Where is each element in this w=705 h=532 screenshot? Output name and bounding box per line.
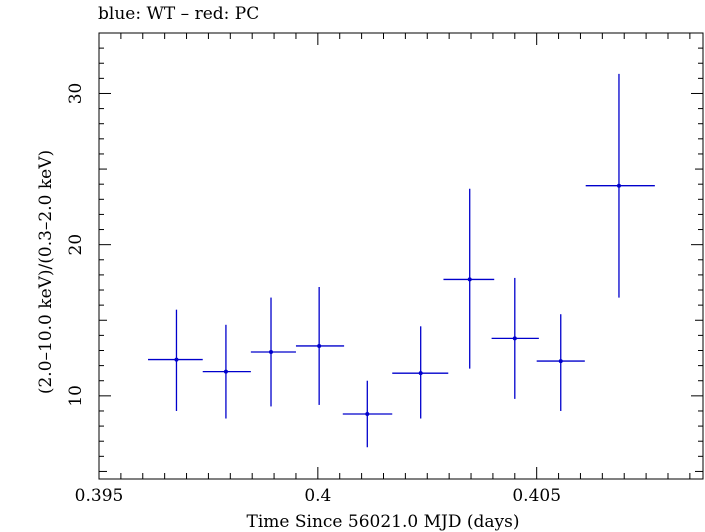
data-point: [558, 359, 563, 364]
data-point: [616, 183, 621, 188]
x-tick-label: 0.4: [304, 486, 331, 506]
data-point: [418, 371, 423, 376]
data-point: [317, 343, 322, 348]
data-point: [467, 277, 472, 282]
y-tick-label: 20: [66, 234, 86, 256]
y-tick-label: 10: [66, 385, 86, 407]
data-point: [269, 350, 274, 355]
data-point: [174, 357, 179, 362]
chart-title: blue: WT – red: PC: [98, 4, 260, 24]
y-tick-label: 30: [66, 83, 86, 105]
x-tick-label: 0.405: [512, 486, 561, 506]
plot-frame: [98, 32, 704, 480]
data-point: [223, 369, 228, 374]
data-point: [365, 411, 370, 416]
x-axis-ticks: 0.395 0.4 0.405: [75, 33, 691, 506]
y-axis-label: (2.0–10.0 keV)/(0.3–2.0 keV): [36, 150, 56, 394]
data-point: [512, 336, 517, 341]
x-tick-label: 0.395: [75, 486, 124, 506]
x-axis-label: Time Since 56021.0 MJD (days): [247, 512, 520, 532]
y-axis-ticks: 10 20 30: [66, 32, 703, 472]
data-series: [148, 73, 655, 448]
